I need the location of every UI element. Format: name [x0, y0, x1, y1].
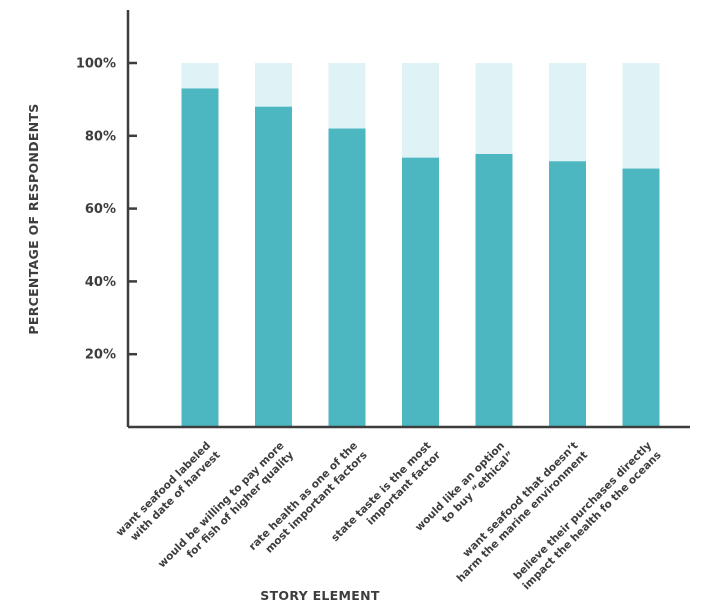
x-axis-title: STORY ELEMENT [260, 588, 380, 603]
bar [255, 106, 292, 428]
bar [328, 128, 366, 427]
y-tick-label: 100% [76, 57, 116, 72]
x-category-label: believe their purchases directlyimpact t… [511, 440, 664, 593]
y-tick-label: 80% [85, 129, 116, 144]
y-tick-label: 20% [85, 348, 116, 363]
y-tick-label: 40% [85, 275, 116, 290]
y-tick-labels: 20% 40% 60% 80% 100% [76, 57, 137, 363]
bar [402, 157, 439, 427]
bar-remainder [181, 63, 219, 89]
bar [549, 161, 586, 427]
x-category-label: want seafood that doesn’tharm the marine… [445, 440, 590, 585]
bar [181, 88, 219, 427]
bars-layer [181, 63, 660, 428]
bar-remainder [328, 63, 366, 129]
y-axis-title: PERCENTAGE OF RESPONDENTS [26, 103, 41, 334]
bar-remainder [402, 63, 439, 158]
bar-remainder [475, 63, 513, 154]
bar-remainder [549, 63, 586, 162]
axes-layer [126, 10, 690, 429]
bar [622, 168, 660, 427]
y-tick-label: 60% [85, 202, 116, 217]
bar-remainder [622, 63, 660, 169]
x-category-label: would be willing to pay morefor fish of … [156, 440, 296, 580]
bar-remainder [255, 63, 292, 107]
bar [475, 154, 513, 427]
x-category-labels: want seafood labeledwith date of harvest… [114, 440, 664, 593]
